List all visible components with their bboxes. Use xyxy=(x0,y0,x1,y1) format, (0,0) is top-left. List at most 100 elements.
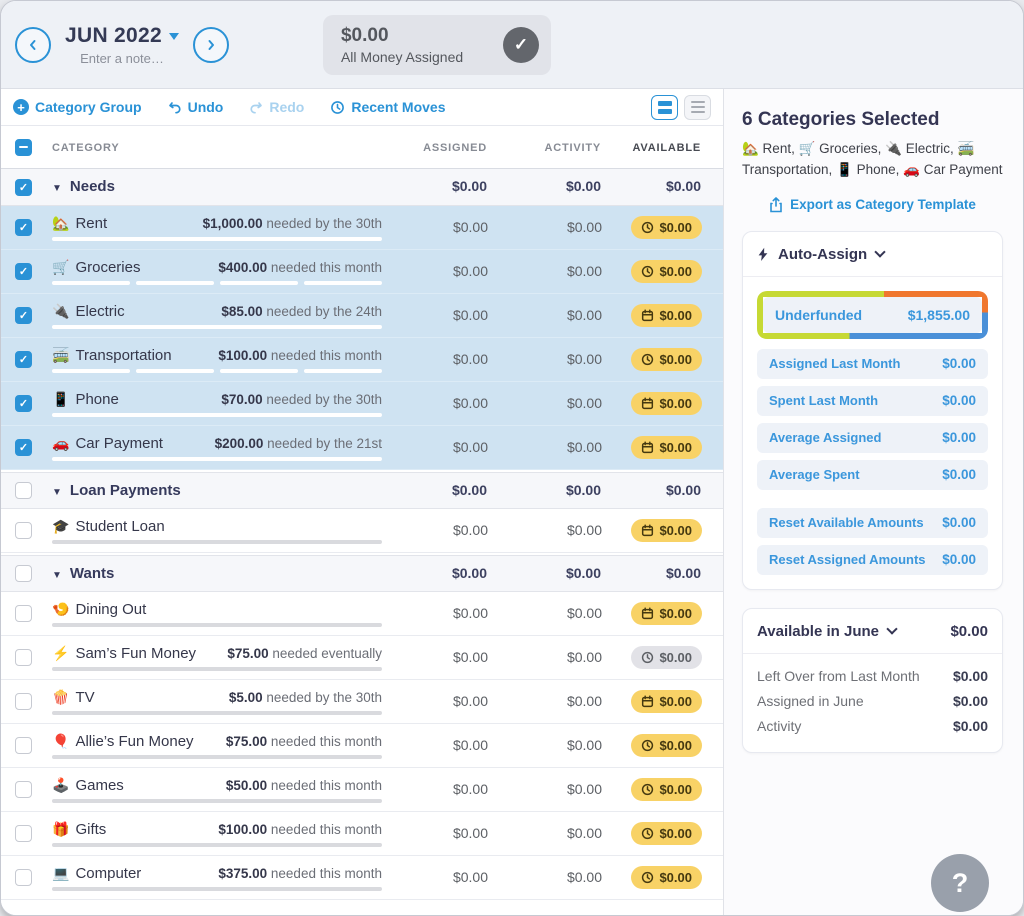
assigned-value[interactable]: $0.00 xyxy=(451,178,487,194)
auto-assign-option[interactable]: Assigned Last Month $0.00 xyxy=(757,348,988,379)
assigned-column-header[interactable]: ASSIGNED xyxy=(423,142,487,154)
assigned-value[interactable]: $0.00 xyxy=(452,692,488,709)
available-column-header[interactable]: AVAILABLE xyxy=(632,142,701,154)
category-column-header[interactable]: CATEGORY xyxy=(52,142,120,154)
assigned-value[interactable]: $0.00 xyxy=(452,521,488,538)
month-dropdown-caret-icon[interactable] xyxy=(168,33,179,40)
row-checkbox[interactable] xyxy=(15,565,32,582)
row-checkbox[interactable] xyxy=(15,649,32,666)
compact-view-toggle[interactable] xyxy=(684,94,711,120)
row-checkbox[interactable] xyxy=(15,307,32,324)
available-pill[interactable]: $0.00 xyxy=(631,348,702,371)
auto-assign-option[interactable]: Reset Available Amounts $0.00 xyxy=(757,507,988,538)
assigned-value[interactable]: $0.00 xyxy=(452,306,488,323)
category-row[interactable]: 🎁 Gifts $100.00 needed this month $0.00 $0.0… xyxy=(1,812,723,856)
category-row[interactable]: 🍿 TV $5.00 needed by the 30th $0.00 $0.00 $0.… xyxy=(1,680,723,724)
select-all-checkbox[interactable] xyxy=(15,138,32,156)
row-checkbox[interactable] xyxy=(15,737,32,754)
assigned-value[interactable]: $0.00 xyxy=(452,648,488,665)
available-pill[interactable]: $0.00 xyxy=(631,690,702,713)
category-row[interactable]: 🕹️ Games $50.00 needed this month $0.00 $0.0… xyxy=(1,768,723,812)
ready-to-assign-box[interactable]: $0.00 All Money Assigned ✓ xyxy=(322,14,551,75)
assigned-value[interactable]: $0.00 xyxy=(451,481,487,498)
category-name[interactable]: Electric xyxy=(75,302,125,320)
row-checkbox[interactable] xyxy=(15,395,32,412)
auto-assign-option[interactable]: Average Spent $0.00 xyxy=(757,459,988,490)
row-checkbox[interactable] xyxy=(15,439,32,456)
available-pill[interactable]: $0.00 xyxy=(631,436,702,459)
auto-assign-header[interactable]: Auto-Assign xyxy=(757,246,988,263)
assigned-value[interactable]: $0.00 xyxy=(452,604,488,621)
assigned-value[interactable]: $0.00 xyxy=(452,438,488,455)
row-checkbox[interactable] xyxy=(15,605,32,622)
collapse-triangle-icon[interactable]: ▼ xyxy=(52,569,62,581)
category-name[interactable]: Transportation xyxy=(75,346,172,364)
assigned-value[interactable]: $0.00 xyxy=(452,780,488,797)
available-pill[interactable]: $0.00 xyxy=(631,519,702,542)
category-row[interactable]: 🚎 Transportation $100.00 needed this month… xyxy=(1,338,723,382)
assigned-value[interactable]: $0.00 xyxy=(452,350,488,367)
category-row[interactable]: 🎓 Student Loan $0.00 $0.00 $0.00 xyxy=(1,509,723,553)
available-pill[interactable]: $0.00 xyxy=(631,734,702,757)
chevron-down-icon[interactable] xyxy=(874,246,886,259)
add-category-group-button[interactable]: + Category Group xyxy=(13,99,142,115)
category-row[interactable]: 📱 Phone $70.00 needed by the 30th $0.00 $0.0… xyxy=(1,382,723,426)
row-checkbox[interactable] xyxy=(15,781,32,798)
assigned-value[interactable]: $0.00 xyxy=(452,262,488,279)
category-name[interactable]: Groceries xyxy=(75,258,141,276)
collapse-triangle-icon[interactable]: ▼ xyxy=(52,183,62,194)
previous-month-button[interactable] xyxy=(15,26,51,63)
category-name[interactable]: Phone xyxy=(75,390,119,408)
row-checkbox[interactable] xyxy=(15,351,32,368)
available-pill[interactable]: $0.00 xyxy=(631,778,702,801)
available-pill[interactable]: $0.00 xyxy=(631,304,702,327)
row-checkbox[interactable] xyxy=(15,482,32,499)
available-pill[interactable]: $0.00 xyxy=(631,392,702,415)
category-name[interactable]: Computer xyxy=(75,864,142,882)
row-checkbox[interactable] xyxy=(15,693,32,710)
expanded-view-toggle[interactable] xyxy=(651,94,678,120)
row-checkbox[interactable] xyxy=(15,869,32,886)
assigned-value[interactable]: $0.00 xyxy=(452,824,488,841)
recent-moves-button[interactable]: Recent Moves xyxy=(330,99,446,115)
assigned-value[interactable]: $0.00 xyxy=(452,736,488,753)
category-name[interactable]: Car Payment xyxy=(75,434,163,452)
row-checkbox[interactable] xyxy=(15,522,32,539)
category-row[interactable]: 🎈 Allie’s Fun Money $75.00 needed this mon… xyxy=(1,724,723,768)
collapse-triangle-icon[interactable]: ▼ xyxy=(52,486,62,498)
group-row[interactable]: ▼ Wants $0.00 $0.00 $0.00 xyxy=(1,555,723,592)
category-name[interactable]: Allie’s Fun Money xyxy=(75,732,194,750)
auto-assign-option[interactable]: Reset Assigned Amounts $0.00 xyxy=(757,544,988,575)
category-row[interactable]: 🚗 Car Payment $200.00 needed by the 21st $0… xyxy=(1,426,723,470)
category-name[interactable]: Rent xyxy=(75,214,108,232)
available-pill[interactable]: $0.00 xyxy=(631,260,702,283)
category-name[interactable]: Sam’s Fun Money xyxy=(75,644,197,662)
month-label[interactable]: JUN 2022 xyxy=(65,23,162,47)
available-header[interactable]: Available in June $0.00 xyxy=(757,623,988,640)
redo-button[interactable]: Redo xyxy=(249,99,304,115)
category-row[interactable]: 💻 Computer $375.00 needed this month $0.00 $… xyxy=(1,856,723,900)
auto-assign-option[interactable]: Spent Last Month $0.00 xyxy=(757,385,988,416)
category-row[interactable]: 🔌 Electric $85.00 needed by the 24th $0.00 $… xyxy=(1,294,723,338)
note-input[interactable]: Enter a note… xyxy=(80,50,164,66)
available-pill[interactable]: $0.00 xyxy=(631,216,702,239)
category-row[interactable]: ⚡ Sam’s Fun Money $75.00 needed eventually… xyxy=(1,636,723,680)
assigned-value[interactable]: $0.00 xyxy=(451,564,487,581)
row-checkbox[interactable] xyxy=(15,825,32,842)
category-name[interactable]: Games xyxy=(75,776,124,794)
row-checkbox[interactable] xyxy=(15,178,32,196)
undo-button[interactable]: Undo xyxy=(168,99,223,115)
assigned-value[interactable]: $0.00 xyxy=(452,394,488,411)
next-month-button[interactable] xyxy=(192,26,229,63)
category-name[interactable]: TV xyxy=(75,688,95,706)
group-row[interactable]: ▼ Needs $0.00 $0.00 $0.00 xyxy=(1,169,723,206)
available-pill[interactable]: $0.00 xyxy=(631,646,702,669)
category-name[interactable]: Dining Out xyxy=(75,600,147,618)
available-pill[interactable]: $0.00 xyxy=(631,866,702,889)
available-pill[interactable]: $0.00 xyxy=(631,602,702,625)
category-name[interactable]: Gifts xyxy=(75,820,107,838)
available-pill[interactable]: $0.00 xyxy=(631,822,702,845)
group-row[interactable]: ▼ Loan Payments $0.00 $0.00 $0.00 xyxy=(1,472,723,509)
row-checkbox[interactable] xyxy=(15,263,32,280)
auto-assign-option[interactable]: Average Assigned $0.00 xyxy=(757,422,988,453)
